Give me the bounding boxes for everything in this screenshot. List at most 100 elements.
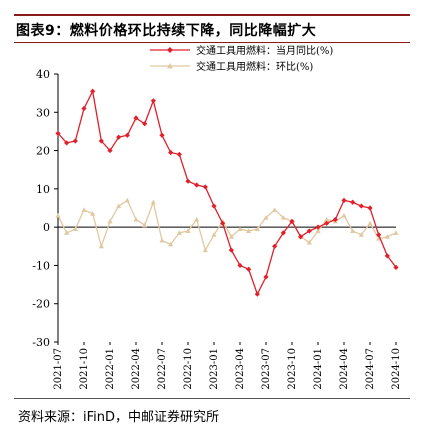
x-tick-label: 2024-07	[365, 348, 376, 390]
data-point-yoy	[384, 253, 390, 259]
data-point-yoy	[168, 149, 174, 156]
series-line-yoy	[57, 89, 397, 296]
legend-marker-mom	[167, 63, 173, 69]
data-point-yoy	[237, 262, 243, 269]
legend-label-mom: 交通工具用燃料：环比(%)	[196, 60, 313, 73]
data-point-mom	[150, 199, 156, 205]
data-point-mom	[315, 228, 321, 233]
data-point-mom	[90, 211, 96, 216]
data-point-mom	[142, 222, 148, 228]
data-point-yoy	[81, 105, 87, 112]
y-tick-label: -10	[32, 259, 50, 272]
x-tick-label: 2022-01	[105, 348, 116, 390]
data-point-mom	[107, 218, 113, 224]
data-point-yoy	[72, 138, 78, 144]
data-point-yoy	[367, 205, 373, 211]
x-tick-label: 2022-04	[131, 348, 142, 390]
title-bar: 图表9：燃料价格环比持续下降，同比降幅扩大	[0, 0, 422, 44]
legend-label-yoy: 交通工具用燃料：当月同比(%)	[196, 44, 333, 57]
y-tick-label: 20	[36, 145, 50, 158]
x-tick-label: 2023-10	[287, 348, 298, 390]
source-rule	[14, 398, 410, 399]
data-point-yoy	[263, 274, 269, 280]
data-point-mom	[263, 214, 269, 220]
data-point-yoy	[133, 115, 139, 121]
data-point-mom	[358, 232, 364, 237]
data-point-mom	[393, 230, 399, 235]
source-note: 资料来源：iFinD，中邮证券研究所	[18, 410, 220, 425]
data-point-yoy	[98, 138, 104, 144]
data-point-mom	[64, 230, 70, 235]
data-point-mom	[133, 216, 139, 222]
top-rule	[14, 14, 410, 16]
y-tick-label: 10	[36, 183, 50, 196]
data-point-mom	[185, 228, 191, 233]
data-point-mom	[384, 234, 390, 239]
data-point-mom	[272, 207, 278, 212]
x-tick-label: 2022-10	[183, 348, 194, 390]
data-point-yoy	[254, 291, 260, 297]
y-tick-label: -20	[32, 298, 50, 311]
data-point-mom	[202, 247, 208, 253]
legend-marker-yoy	[167, 47, 173, 53]
data-point-yoy	[280, 230, 286, 236]
x-tick-label: 2021-10	[79, 348, 90, 390]
data-point-mom	[81, 207, 87, 212]
data-point-yoy	[324, 220, 330, 226]
data-point-yoy	[228, 247, 234, 253]
data-point-mom	[176, 230, 182, 235]
data-point-yoy	[350, 199, 356, 205]
data-point-mom	[55, 213, 61, 218]
data-point-mom	[341, 213, 347, 218]
data-point-mom	[254, 226, 260, 232]
data-point-yoy	[220, 220, 226, 226]
data-point-mom	[98, 243, 104, 249]
data-point-yoy	[150, 98, 156, 104]
data-point-yoy	[55, 130, 61, 136]
data-point-yoy	[315, 224, 321, 230]
data-point-mom	[194, 216, 200, 222]
title-rule	[14, 42, 410, 43]
data-point-mom	[350, 228, 356, 233]
data-point-yoy	[246, 266, 252, 272]
x-tick-label: 2024-04	[339, 348, 350, 390]
data-point-yoy	[142, 121, 148, 127]
y-tick-label: -30	[32, 336, 50, 349]
data-point-yoy	[90, 88, 96, 94]
data-point-mom	[72, 226, 78, 232]
y-tick-label: 30	[36, 106, 50, 119]
data-point-mom	[237, 226, 243, 232]
data-point-mom	[367, 220, 373, 226]
data-point-yoy	[202, 184, 208, 190]
data-point-yoy	[185, 178, 191, 184]
data-point-yoy	[272, 243, 278, 249]
x-tick-label: 2023-07	[261, 348, 272, 390]
series-line-mom	[57, 199, 397, 252]
data-point-yoy	[211, 203, 217, 209]
x-tick-label: 2021-07	[53, 348, 64, 390]
figure-title: 图表9：燃料价格环比持续下降，同比降幅扩大	[16, 23, 317, 39]
data-point-yoy	[116, 134, 122, 140]
x-tick-label: 2024-01	[313, 348, 324, 390]
data-point-mom	[211, 232, 217, 237]
data-point-yoy	[289, 218, 295, 224]
data-point-mom	[306, 239, 312, 245]
x-tick-label: 2023-04	[235, 348, 246, 390]
line-chart: -30 -20 -10 0 10 20 30 40 2021-07 2021-10 2022-01 2…	[32, 44, 402, 390]
data-point-yoy	[341, 197, 347, 203]
data-point-yoy	[358, 203, 364, 209]
data-point-mom	[280, 214, 286, 220]
data-point-yoy	[159, 132, 165, 138]
x-tick-label: 2023-01	[209, 348, 220, 390]
data-point-yoy	[124, 132, 130, 138]
data-point-mom	[246, 228, 252, 233]
data-point-mom	[324, 216, 330, 222]
data-point-yoy	[332, 216, 338, 223]
x-tick-label: 2024-10	[391, 348, 402, 390]
data-point-yoy	[194, 182, 200, 188]
data-point-mom	[116, 203, 122, 209]
data-point-yoy	[306, 228, 312, 234]
data-point-yoy	[376, 232, 382, 238]
x-tick-label: 2022-07	[157, 348, 168, 390]
data-point-mom	[159, 237, 165, 243]
